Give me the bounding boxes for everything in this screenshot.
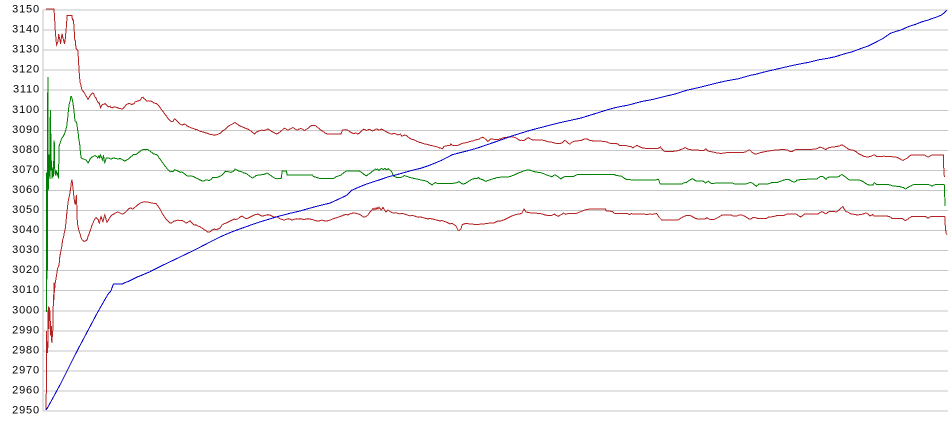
- svg-text:3100: 3100: [12, 104, 40, 116]
- svg-text:3090: 3090: [12, 124, 40, 136]
- svg-text:3060: 3060: [12, 184, 40, 196]
- svg-text:2980: 2980: [12, 344, 40, 356]
- svg-text:3080: 3080: [12, 144, 40, 156]
- svg-text:3040: 3040: [12, 224, 40, 236]
- svg-text:3010: 3010: [12, 284, 40, 296]
- svg-text:3000: 3000: [12, 304, 40, 316]
- svg-text:3150: 3150: [12, 4, 40, 16]
- svg-text:3070: 3070: [12, 164, 40, 176]
- svg-text:3030: 3030: [12, 244, 40, 256]
- svg-text:3120: 3120: [12, 64, 40, 76]
- svg-text:2960: 2960: [12, 384, 40, 396]
- svg-text:2970: 2970: [12, 364, 40, 376]
- svg-text:3140: 3140: [12, 24, 40, 36]
- svg-text:3020: 3020: [12, 264, 40, 276]
- svg-text:2990: 2990: [12, 324, 40, 336]
- svg-text:2950: 2950: [12, 405, 40, 417]
- svg-text:3130: 3130: [12, 44, 40, 56]
- svg-text:3110: 3110: [13, 84, 40, 96]
- svg-text:3050: 3050: [12, 204, 40, 216]
